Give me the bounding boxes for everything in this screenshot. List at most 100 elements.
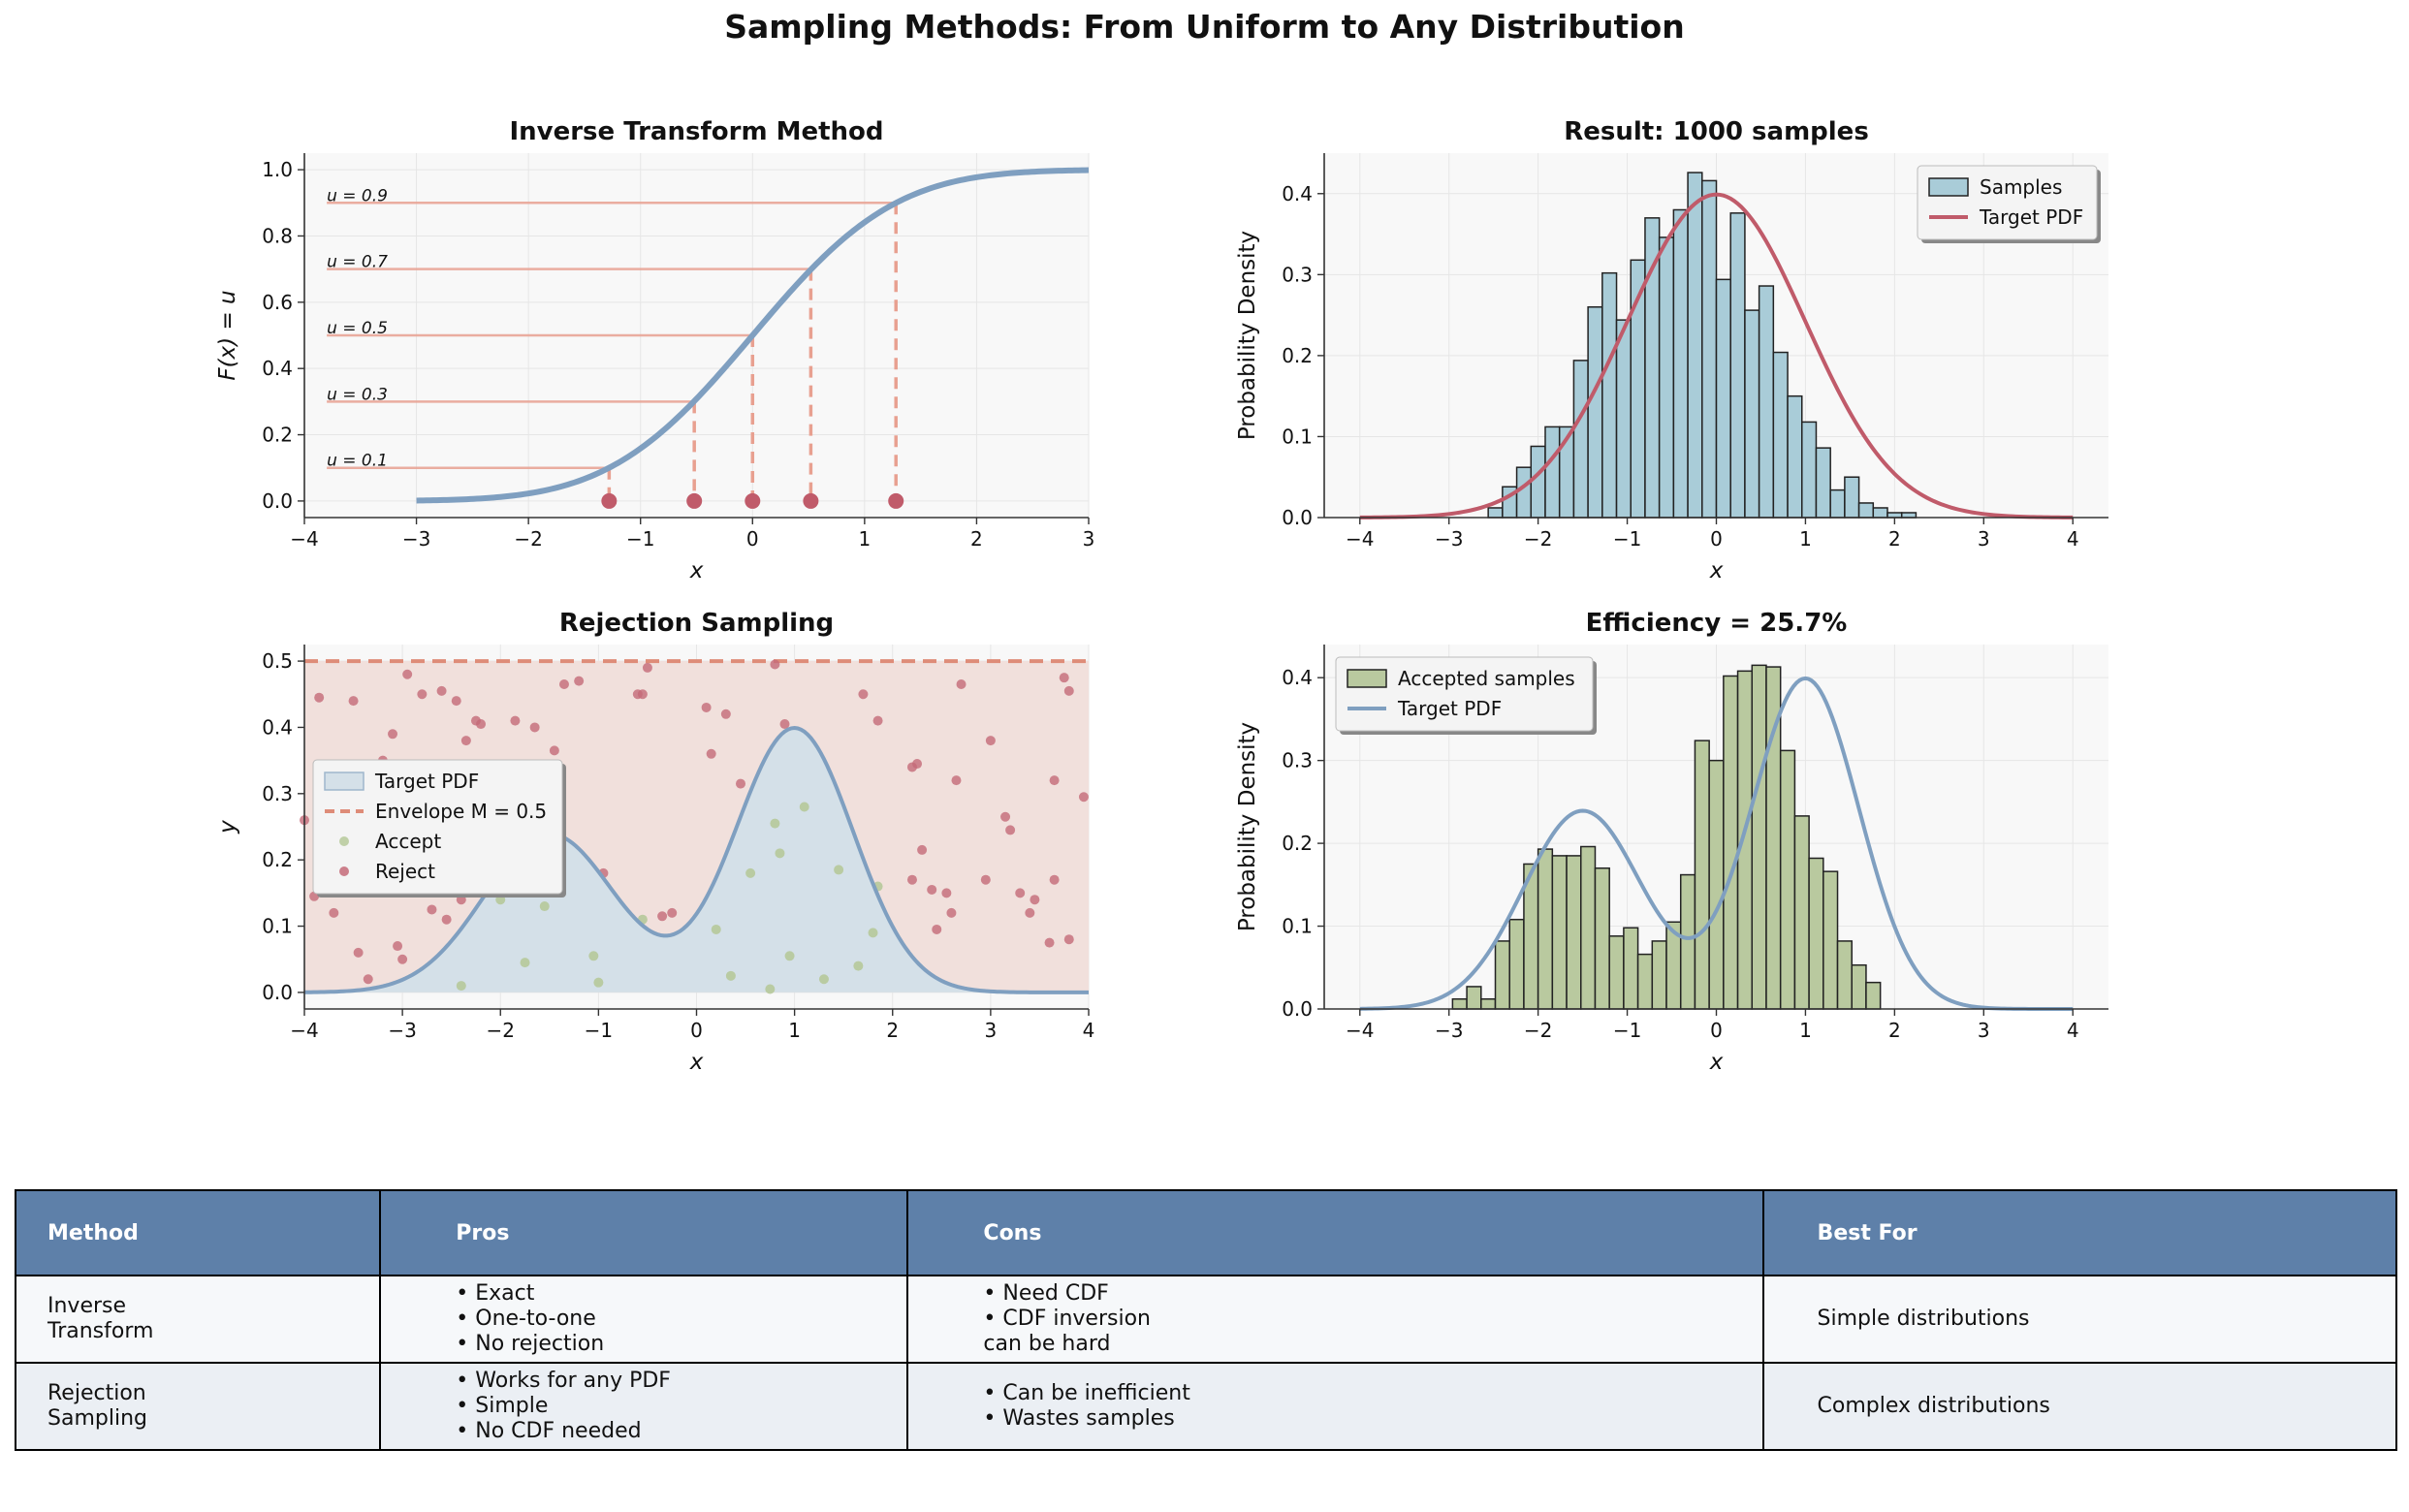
reject-point xyxy=(956,679,967,690)
table-row: Inverse Transform • Exact • One-to-one •… xyxy=(14,1275,2398,1364)
reject-point xyxy=(1025,907,1035,918)
accept-point xyxy=(588,951,599,961)
x-tick-label: 2 xyxy=(1888,527,1901,551)
y-tick-label: 0.1 xyxy=(262,915,293,938)
sample-point xyxy=(745,492,761,509)
x-tick-label: 0 xyxy=(1710,527,1723,551)
y-tick-label: 0.3 xyxy=(262,782,293,805)
accept-point xyxy=(456,981,466,992)
chart-3: −4 −3 −2 −1 0 1 2 3 4 0.0 0.1 0.2 0.3 0.4 0.5 Rejection… xyxy=(215,609,1094,1075)
x-tick-label: 2 xyxy=(1888,1019,1901,1042)
accept-point xyxy=(765,984,776,994)
accept-point xyxy=(593,977,604,988)
reject-point xyxy=(549,745,559,756)
y-tick-label: 0.2 xyxy=(262,424,293,447)
reject-point xyxy=(941,888,952,898)
x-tick-label: −2 xyxy=(1524,527,1552,551)
reject-point xyxy=(1049,874,1060,885)
chart-4: −4 −3 −2 −1 0 1 2 3 4 0.0 0.1 0.2 0.3 0.4 Efficiency =… xyxy=(1235,609,2108,1075)
accept-point xyxy=(775,848,785,859)
x-tick-label: −2 xyxy=(487,1019,515,1042)
histogram-bar xyxy=(1687,172,1703,519)
target-pdf-line xyxy=(1359,676,2074,1011)
y-tick-label: 0.4 xyxy=(1282,666,1313,689)
legend-label: Accept xyxy=(375,830,441,853)
x-tick-label: 0 xyxy=(1710,1019,1723,1042)
x-tick-label: −3 xyxy=(1435,527,1463,551)
x-tick-label: 1 xyxy=(1799,527,1812,551)
reject-point xyxy=(1044,937,1055,948)
histogram-bar xyxy=(1608,935,1625,1010)
histogram-bar xyxy=(1644,217,1661,519)
reject-point xyxy=(779,719,790,730)
x-tick-label: 4 xyxy=(2067,1019,2079,1042)
histogram-bar xyxy=(1466,986,1482,1010)
x-tick-label: 2 xyxy=(970,527,983,551)
histogram-bar xyxy=(1857,502,1875,519)
x-axis-label: x xyxy=(1709,558,1724,583)
x-tick-label: −1 xyxy=(1613,527,1641,551)
x-tick-label: 0 xyxy=(746,527,759,551)
histogram-bar xyxy=(1451,997,1468,1010)
histogram-bar xyxy=(1701,179,1718,519)
histogram-bar xyxy=(1836,940,1853,1010)
reject-point xyxy=(329,907,339,918)
table-header-row: Method Pros Cons Best For xyxy=(14,1189,2398,1276)
histogram-bar xyxy=(1530,445,1546,519)
reject-point xyxy=(1000,811,1011,822)
y-tick-label: 1.0 xyxy=(262,158,293,181)
histogram-bar xyxy=(1566,855,1582,1010)
histogram-bar xyxy=(1636,953,1654,1010)
x-tick-label: 4 xyxy=(1083,1019,1095,1042)
y-tick-label: 0.0 xyxy=(262,981,293,1004)
reject-point xyxy=(667,907,678,918)
y-tick-label: 0.0 xyxy=(262,489,293,513)
plot-layer xyxy=(1359,172,2074,520)
reject-point xyxy=(932,924,942,934)
x-tick-label: 3 xyxy=(1083,527,1095,551)
reject-point xyxy=(736,778,746,789)
y-tick-label: 0.2 xyxy=(1282,344,1313,367)
y-tick-label: 0.6 xyxy=(262,291,293,314)
histogram-bar xyxy=(1487,507,1504,519)
table-row: Rejection Sampling • Works for any PDF •… xyxy=(14,1362,2398,1451)
reject-point xyxy=(951,775,962,786)
reject-point xyxy=(1030,895,1040,905)
reject-point xyxy=(348,696,359,707)
y-tick-label: 0.8 xyxy=(262,224,293,247)
histogram-bar xyxy=(1623,927,1639,1010)
cell-method: Inverse Transform xyxy=(14,1275,382,1364)
histogram-bar xyxy=(1580,845,1597,1010)
x-tick-label: 1 xyxy=(858,527,871,551)
reject-point xyxy=(441,914,452,925)
sample-point xyxy=(888,492,904,509)
reject-point xyxy=(397,954,408,964)
reject-point xyxy=(906,874,917,885)
y-tick-label: 0.2 xyxy=(262,848,293,871)
x-tick-label: 2 xyxy=(886,1019,899,1042)
accept-point xyxy=(770,818,780,829)
y-tick-label: 0.5 xyxy=(262,649,293,673)
histogram-bar xyxy=(1723,675,1739,1010)
histogram-bar xyxy=(1715,278,1731,519)
x-axis-label: x xyxy=(689,1050,704,1075)
y-tick-label: 0.1 xyxy=(1282,425,1313,448)
legend-box xyxy=(312,759,563,895)
reject-point xyxy=(388,729,398,740)
target-pdf-line xyxy=(303,726,1089,994)
comparison-table: Method Pros Cons Best For Inverse Transf… xyxy=(14,1189,2398,1451)
x-tick-label: −1 xyxy=(1613,1019,1641,1042)
histogram-bar xyxy=(1537,848,1554,1010)
cell-cons: • Need CDF • CDF inversion can be hard xyxy=(906,1275,1764,1364)
reject-point xyxy=(980,874,991,885)
histogram-bar xyxy=(1658,236,1675,519)
cdf-line xyxy=(416,167,1090,504)
header-best-for: Best For xyxy=(1761,1189,2398,1276)
x-tick-label: −3 xyxy=(388,1019,416,1042)
y-axis-label: Probability Density xyxy=(1235,722,1260,931)
reject-point xyxy=(529,722,540,733)
accept-point xyxy=(711,924,721,934)
cell-cons: • Can be inefficient • Wastes samples xyxy=(906,1362,1764,1451)
histogram-bar xyxy=(1865,981,1882,1010)
reject-point xyxy=(451,696,461,707)
